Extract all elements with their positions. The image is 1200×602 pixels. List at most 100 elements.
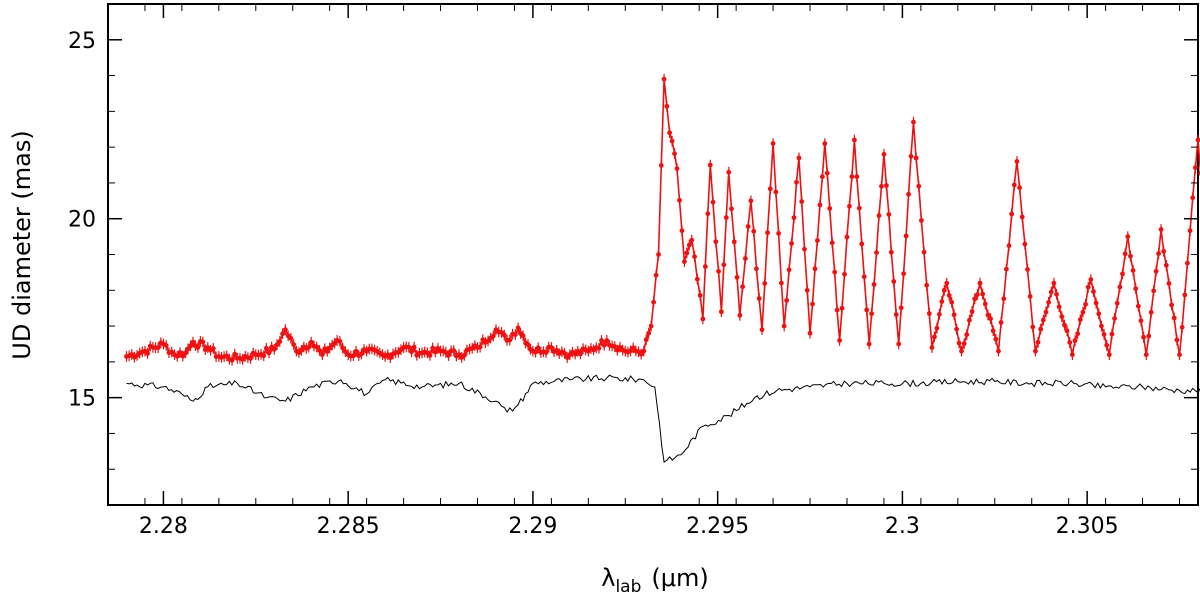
ud-data-point xyxy=(1114,300,1120,306)
ud-data-point xyxy=(1151,288,1157,294)
ud-data-point xyxy=(834,307,840,313)
ud-data-point xyxy=(734,274,740,280)
ud-data-point xyxy=(903,233,909,239)
ud-data-point xyxy=(737,312,743,318)
ud-data-point xyxy=(786,267,792,273)
ud-data-point xyxy=(946,292,952,298)
x-tick-label: 2.285 xyxy=(317,514,380,539)
ud-data-point xyxy=(271,346,277,352)
ud-data-point xyxy=(646,330,652,336)
ud-data-point xyxy=(784,298,790,303)
ud-data-point xyxy=(1077,317,1083,323)
ud-data-point xyxy=(682,259,687,265)
ud-data-point xyxy=(274,342,280,348)
ud-data-point xyxy=(859,241,865,247)
ud-data-point xyxy=(1138,318,1144,324)
ud-data-point xyxy=(716,268,721,274)
ud-data-point xyxy=(684,250,690,256)
y-tick-label: 15 xyxy=(68,387,96,412)
ud-data-point xyxy=(409,349,414,355)
ud-data-point xyxy=(954,326,959,332)
ud-data-point xyxy=(507,337,513,343)
ud-data-point xyxy=(888,249,894,255)
ud-data-point xyxy=(893,312,899,317)
ud-data-point xyxy=(967,317,972,323)
ud-data-point xyxy=(819,174,825,180)
ud-data-point xyxy=(461,352,467,358)
ud-data-point xyxy=(554,347,560,353)
ud-data-point xyxy=(1085,284,1091,290)
ud-data-point xyxy=(796,155,802,161)
ud-data-point xyxy=(794,179,799,185)
ud-data-point xyxy=(847,203,852,209)
ud-data-point xyxy=(822,141,828,146)
ud-data-point xyxy=(861,274,867,280)
ud-data-point xyxy=(1019,214,1025,220)
ud-data-point xyxy=(1093,300,1099,306)
ud-data-point xyxy=(1141,334,1147,340)
ud-data-point xyxy=(1064,328,1070,334)
ud-data-point xyxy=(432,349,438,355)
ud-data-point xyxy=(1161,248,1167,254)
ud-data-point xyxy=(533,349,538,355)
ud-data-point xyxy=(324,348,330,354)
ud-data-point xyxy=(515,325,521,331)
ud-data-point xyxy=(342,349,348,354)
ud-data-point xyxy=(939,299,945,304)
ud-data-point xyxy=(679,228,685,234)
ud-data-point xyxy=(723,215,729,220)
ud-data-point xyxy=(874,250,879,255)
ud-data-point xyxy=(791,215,797,221)
ud-data-point xyxy=(317,348,322,353)
ud-data-point xyxy=(770,141,776,146)
ud-data-point xyxy=(898,305,904,311)
ud-data-point xyxy=(319,352,325,358)
ud-data-point xyxy=(1143,352,1149,358)
ud-data-point xyxy=(876,213,882,219)
ud-data-point xyxy=(921,249,927,255)
ud-data-point xyxy=(817,202,823,208)
ud-data-point xyxy=(896,341,902,347)
ud-data-point xyxy=(200,339,206,345)
ud-data-point xyxy=(980,291,986,297)
ud-data-point xyxy=(951,312,957,318)
ud-data-point xyxy=(180,353,186,359)
ud-data-point xyxy=(1190,195,1196,201)
ud-data-point xyxy=(661,76,667,82)
ud-data-point xyxy=(1135,303,1141,309)
ud-data-point xyxy=(1025,266,1030,272)
ud-data-point xyxy=(358,351,364,357)
ud-data-point xyxy=(306,344,312,350)
ud-data-point xyxy=(308,339,314,345)
ud-data-point xyxy=(188,343,193,349)
ud-data-point xyxy=(776,231,782,236)
ud-data-point xyxy=(601,342,607,348)
x-axis-title: λlab (μm) xyxy=(601,564,709,597)
ud-data-point xyxy=(174,353,180,359)
ud-data-point xyxy=(988,316,993,322)
ud-data-point xyxy=(1048,289,1054,295)
ud-data-point xyxy=(721,262,727,268)
ud-data-point xyxy=(1120,271,1125,277)
ud-data-point xyxy=(815,238,820,243)
ud-data-point xyxy=(759,327,765,333)
ud-data-point xyxy=(856,205,862,211)
ud-data-point xyxy=(990,328,996,334)
ud-data-point xyxy=(1027,294,1033,299)
ud-data-point xyxy=(906,191,911,197)
ud-data-point xyxy=(756,296,762,301)
ud-data-point xyxy=(263,345,269,351)
ud-data-point xyxy=(941,287,947,293)
ud-data-point xyxy=(1146,333,1152,339)
x-tick-label: 2.305 xyxy=(1056,514,1119,539)
ud-data-point xyxy=(224,353,230,359)
ud-data-point xyxy=(944,280,950,286)
ud-data-point xyxy=(713,239,719,245)
ud-data-point xyxy=(881,151,887,157)
ud-data-point xyxy=(427,352,433,358)
ud-data-point xyxy=(799,199,805,205)
ud-data-point xyxy=(562,350,567,356)
plot-frame xyxy=(107,3,1199,506)
ud-data-point xyxy=(919,218,924,223)
ud-data-point xyxy=(145,351,150,356)
